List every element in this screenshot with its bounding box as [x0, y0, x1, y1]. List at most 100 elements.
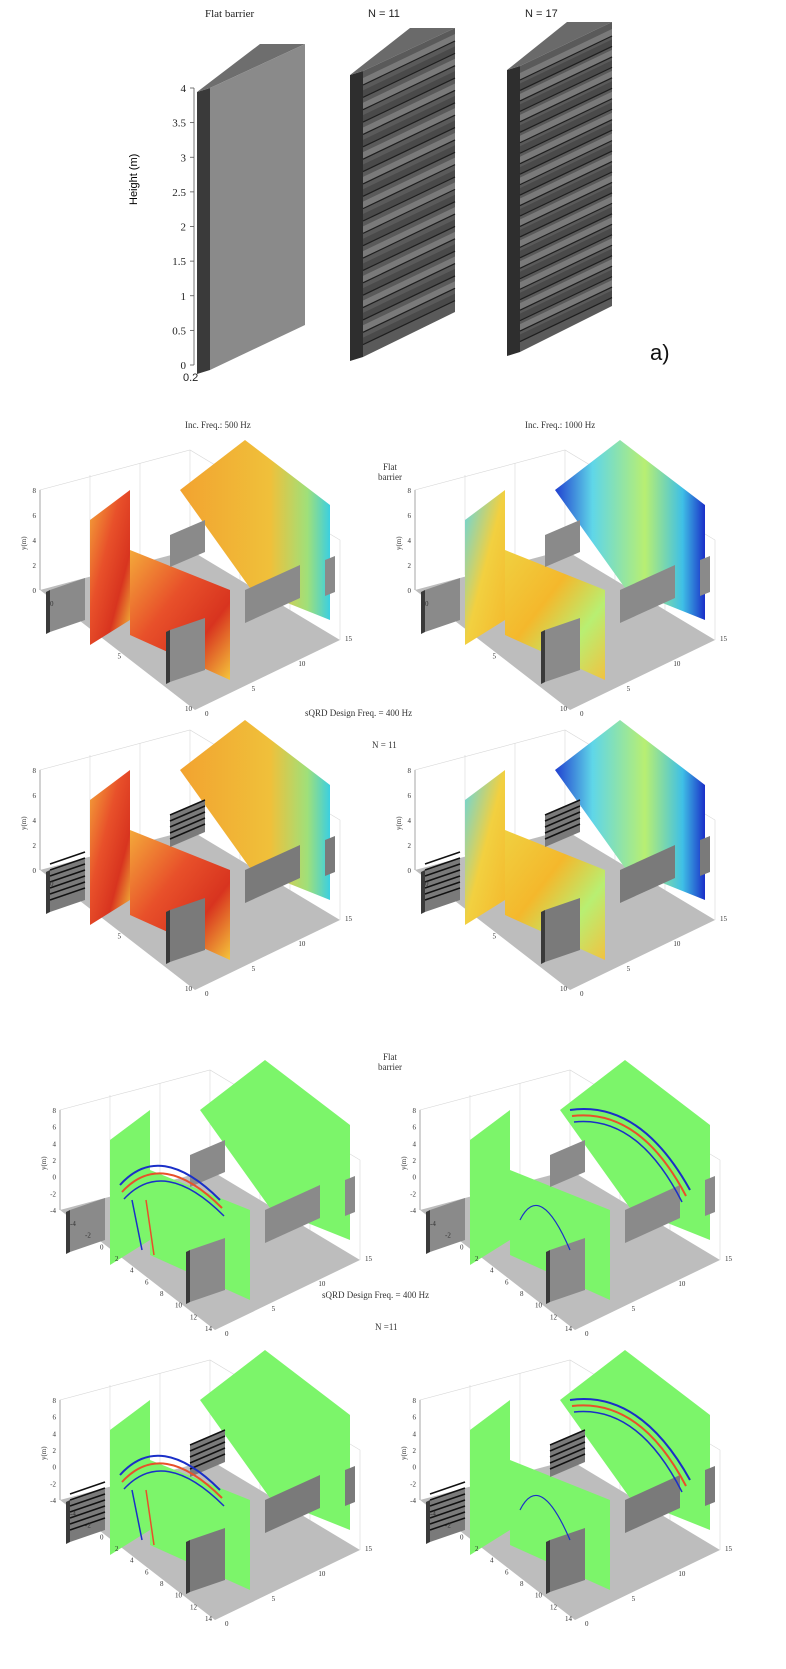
barrier-rib-edge: [519, 276, 613, 322]
barrier-rib-edge: [519, 181, 613, 228]
barrier-mid: [245, 845, 300, 903]
title-n17: N = 17: [525, 8, 558, 20]
barrier-rib-edge: [519, 35, 613, 81]
barrier-rib-edge: [362, 263, 456, 309]
ytick: 2: [413, 1157, 417, 1165]
xtick-left: 12: [550, 1603, 558, 1611]
barrier-rib: [69, 1511, 106, 1525]
figure-c-plots: 8 6 4 2 0 -2 -4 y(m) -4 -2 0 2 4 6 8 10 12 14 0 5 10 15 8 6 4 2 0 -…: [40, 1060, 733, 1628]
barrier-rib: [49, 881, 86, 895]
barrier-rib-edge: [519, 56, 613, 102]
xtick-left: -2: [445, 1232, 451, 1240]
barrier-rib: [544, 799, 581, 816]
ytick: 6: [53, 1414, 57, 1422]
panel-label-a: a): [650, 340, 670, 365]
barrier-rib: [49, 887, 86, 901]
barrier-rib: [49, 869, 86, 883]
xtick-left: -2: [85, 1232, 91, 1240]
barrier-rib: [520, 269, 612, 321]
figure-a-ytick: 0.5: [172, 325, 186, 337]
barrier-rib: [363, 120, 455, 172]
barrier-rib-edge: [519, 77, 613, 123]
xtick-left: -4: [430, 1220, 436, 1228]
barrier-rib: [429, 1481, 466, 1495]
barrier-rib: [424, 875, 461, 889]
barrier-rib-edge: [519, 98, 613, 144]
barrier-rib: [424, 851, 461, 865]
barrier-rib: [69, 1487, 106, 1501]
barrier-rib: [363, 268, 455, 320]
xtick-left: 4: [130, 1557, 134, 1565]
barrier-rib-edge: [362, 89, 456, 135]
barrier-mid: [625, 1185, 680, 1243]
xtick-left: 2: [475, 1255, 479, 1263]
barrier-rib-edge: [519, 66, 613, 112]
barrier-rib-edge: [519, 223, 613, 269]
xtick-right: 0: [585, 1330, 589, 1338]
barrier-front-side: [186, 1540, 190, 1594]
xtick-left: 0: [100, 1243, 104, 1251]
xtick-right: 5: [272, 1595, 276, 1603]
barrier-front-side: [546, 1250, 550, 1304]
xtick-left: 12: [190, 1603, 198, 1611]
ytick: 0: [408, 867, 412, 875]
xtick-left: 5: [118, 933, 122, 941]
barrier-rib: [549, 1447, 586, 1464]
barrier-rib: [520, 196, 612, 248]
figure-a-yaxis: 4 3.5 3 2.5 2 1.5 1 0.5 0: [172, 83, 195, 372]
xtick-left: 4: [490, 1557, 494, 1565]
barrier-rib-edge: [519, 213, 613, 259]
xtick-right: 15: [345, 915, 353, 923]
xtick-left: 0: [100, 1533, 104, 1541]
barrier-rib: [69, 1493, 106, 1507]
barrier-front: [550, 1528, 585, 1592]
ytick: 0: [33, 867, 37, 875]
ytick: 0: [413, 1174, 417, 1182]
barrier-front: [190, 1238, 225, 1302]
ytick: 4: [53, 1140, 57, 1148]
barrier-front: [170, 898, 205, 962]
field-plane-left: [465, 490, 505, 645]
barrier-rib: [49, 857, 86, 871]
xtick-right: 10: [678, 1280, 686, 1288]
barrier-rib: [49, 851, 86, 865]
xtick-left: 12: [550, 1313, 558, 1321]
barrier-rib-edge: [362, 250, 456, 296]
barrier-rib-edge: [519, 140, 613, 186]
ytick: -4: [410, 1207, 416, 1215]
barrier-right: [705, 1176, 715, 1216]
ytick: 0: [53, 1464, 57, 1472]
barrier-rib: [363, 256, 455, 308]
xtick-right: 5: [627, 965, 631, 973]
barrier-rib: [363, 182, 455, 234]
barrier-rib: [363, 34, 455, 85]
field-plane-left: [465, 770, 505, 925]
barrier-rib-edge: [362, 114, 456, 160]
barrier-rib-edge: [362, 151, 456, 197]
field-plane-left: [470, 1400, 510, 1555]
barrier-rib: [520, 123, 612, 175]
barrier-rib: [429, 1487, 466, 1501]
ytick: 6: [408, 512, 412, 520]
barrier-rib: [189, 1447, 226, 1464]
xtick-left: 10: [175, 1302, 183, 1310]
xtick-left: 2: [115, 1255, 119, 1263]
barrier-rib: [69, 1481, 106, 1495]
barrier-rib: [549, 1429, 586, 1446]
barrier-rib: [363, 170, 455, 221]
barrier-rib-edge: [362, 238, 456, 284]
barrier-rib: [424, 863, 461, 877]
n17-barrier-shape: [507, 22, 613, 356]
n11-barrier-shape: [350, 28, 456, 361]
wavefront-arc: [131, 1489, 143, 1541]
wavefront-arc: [569, 1108, 691, 1191]
ylabel: y(m): [400, 1446, 408, 1460]
xtick-left: 8: [160, 1580, 164, 1588]
barrier-rib: [189, 1441, 226, 1458]
panel-time2-n11: 8 6 4 2 0 -2 -4 y(m) -4 -2 0 2 4 6 8 10 12 14 0 5 10 15: [400, 1350, 733, 1628]
barrier-right: [700, 556, 710, 596]
ytick: 8: [413, 1397, 417, 1405]
figure-a-ytick: 2.5: [172, 187, 186, 199]
col-title-1000: Inc. Freq.: 1000 Hz: [525, 420, 596, 430]
barrier-left: [50, 858, 85, 912]
